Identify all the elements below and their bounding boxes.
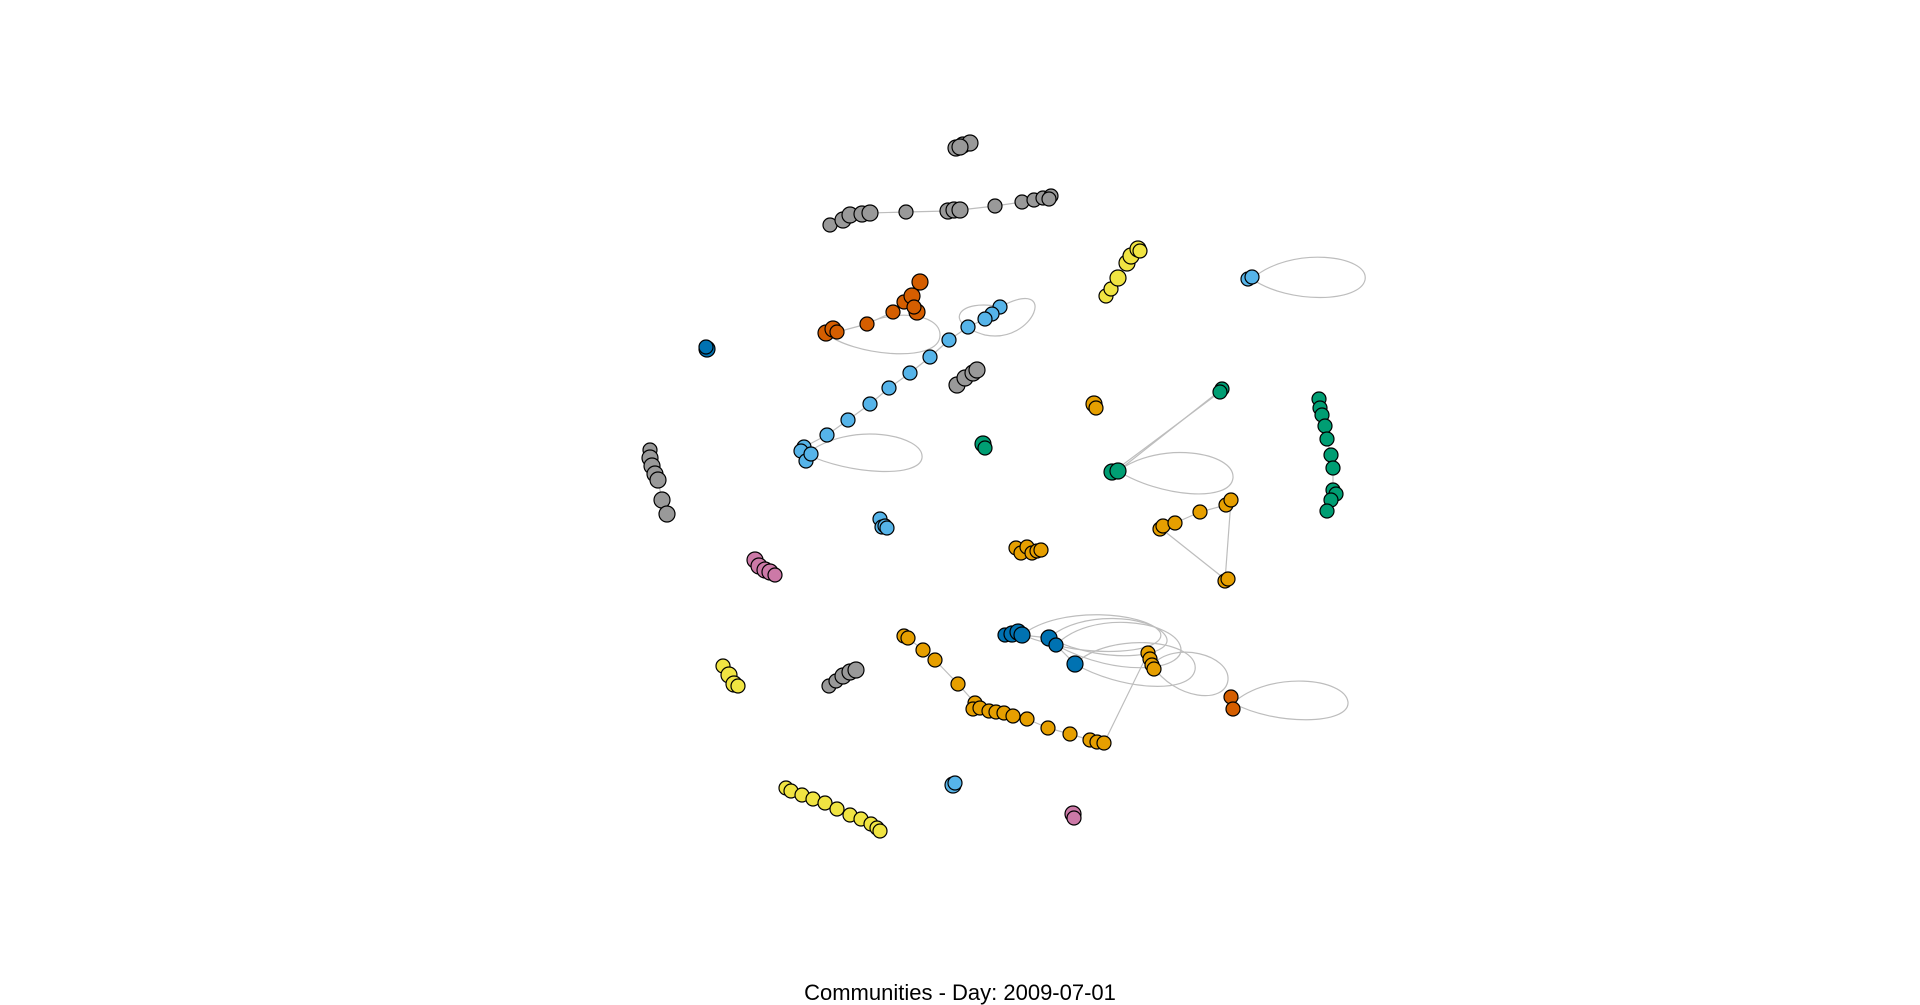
node-gray-chain bbox=[987, 198, 1003, 214]
self-loop-orange-bottom bbox=[1151, 651, 1229, 697]
node-orange-bottom bbox=[1040, 720, 1056, 736]
node-skyblue-diagonal bbox=[902, 365, 918, 381]
node-skyblue-mid bbox=[879, 520, 895, 536]
edge-orange-right bbox=[1224, 499, 1232, 582]
node-orange-mid bbox=[1088, 400, 1104, 416]
node-orange-bottom bbox=[927, 652, 943, 668]
node-blue-bottom bbox=[1066, 655, 1084, 673]
node-vermillion-top bbox=[885, 304, 901, 320]
node-orange-bottom bbox=[900, 630, 916, 646]
node-skyblue-diagonal bbox=[922, 349, 938, 365]
node-vermillion-top bbox=[906, 299, 922, 315]
node-skyblue-diagonal bbox=[840, 412, 856, 428]
node-orange-bottom bbox=[1019, 711, 1035, 727]
node-skyblue-diagonal bbox=[862, 396, 878, 412]
node-vermillion-top bbox=[859, 316, 875, 332]
node-orange-bottom bbox=[1096, 735, 1112, 751]
node-pink-bottom bbox=[1066, 810, 1082, 826]
node-blue-bottom bbox=[1013, 626, 1031, 644]
node-gray-top bbox=[951, 138, 969, 156]
node-gray-left bbox=[658, 505, 676, 523]
node-vermillion-top bbox=[829, 324, 845, 340]
node-orange-bottom bbox=[1062, 726, 1078, 742]
node-skyblue-diagonal bbox=[960, 319, 976, 335]
self-loop-blue-bottom-1 bbox=[1048, 617, 1168, 657]
node-green-hub bbox=[1109, 462, 1127, 480]
node-skyblue-diagonal bbox=[941, 332, 957, 348]
node-green-mid bbox=[977, 440, 993, 456]
node-pink-left bbox=[767, 567, 783, 583]
node-layer bbox=[641, 134, 1344, 839]
self-loop-blue-bottom-3 bbox=[1021, 614, 1162, 653]
node-yellow-top bbox=[1132, 243, 1148, 259]
node-yellow-bottom bbox=[817, 795, 833, 811]
self-loop-green-hub bbox=[1117, 452, 1234, 495]
node-skyblue-diagonal bbox=[819, 427, 835, 443]
node-orange-right bbox=[1192, 504, 1208, 520]
plot-caption: Communities - Day: 2009-07-01 bbox=[804, 980, 1116, 1005]
node-orange-bottom bbox=[1005, 708, 1021, 724]
node-green-right bbox=[1319, 431, 1335, 447]
node-skyblue-diagonal bbox=[977, 311, 993, 327]
node-yellow-bottom bbox=[829, 801, 845, 817]
node-vermillion-top bbox=[911, 273, 929, 291]
node-gray-chain bbox=[1041, 191, 1057, 207]
node-yellow-bottom bbox=[872, 823, 888, 839]
node-skyblue-diagonal bbox=[881, 380, 897, 396]
node-skyblue-diagonal bbox=[803, 446, 819, 462]
self-loop-skyblue-left bbox=[805, 433, 923, 472]
node-gray-mid bbox=[968, 361, 986, 379]
node-gray-left bbox=[649, 471, 667, 489]
node-green-right bbox=[1323, 447, 1339, 463]
node-orange-right bbox=[1167, 515, 1183, 531]
node-skyblue-right bbox=[1244, 269, 1260, 285]
node-gray-bottom bbox=[847, 661, 865, 679]
self-loop-blue-bottom-2 bbox=[1055, 621, 1182, 669]
self-loop-skyblue-diagonal bbox=[958, 298, 1036, 337]
node-blue-bottom bbox=[1048, 637, 1064, 653]
node-orange-right bbox=[1220, 571, 1236, 587]
node-gray-chain bbox=[898, 204, 914, 220]
node-orange-bottom bbox=[1146, 661, 1162, 677]
node-blue-left bbox=[698, 339, 714, 355]
node-yellow-left bbox=[730, 678, 746, 694]
node-gray-chain bbox=[861, 204, 879, 222]
node-vermillion-right bbox=[1225, 701, 1241, 717]
node-green-right bbox=[1325, 460, 1341, 476]
node-skyblue-bottom bbox=[947, 775, 963, 791]
edge-layer bbox=[649, 142, 1366, 832]
node-orange-bottom bbox=[915, 642, 931, 658]
edge-green-hub bbox=[1112, 391, 1221, 473]
node-green-right bbox=[1319, 503, 1335, 519]
node-green-right bbox=[1317, 418, 1333, 434]
self-loop-skyblue-right bbox=[1251, 256, 1366, 299]
node-orange-right bbox=[1223, 492, 1239, 508]
node-green-hub bbox=[1212, 384, 1228, 400]
node-yellow-top bbox=[1109, 269, 1127, 287]
self-loop-blue-bottom-4 bbox=[1074, 642, 1196, 687]
node-orange-bottom bbox=[950, 676, 966, 692]
self-loop-vermillion-right bbox=[1232, 680, 1349, 721]
node-orange-center bbox=[1033, 542, 1049, 558]
edge-orange-right bbox=[1162, 529, 1227, 581]
node-gray-chain bbox=[951, 201, 969, 219]
